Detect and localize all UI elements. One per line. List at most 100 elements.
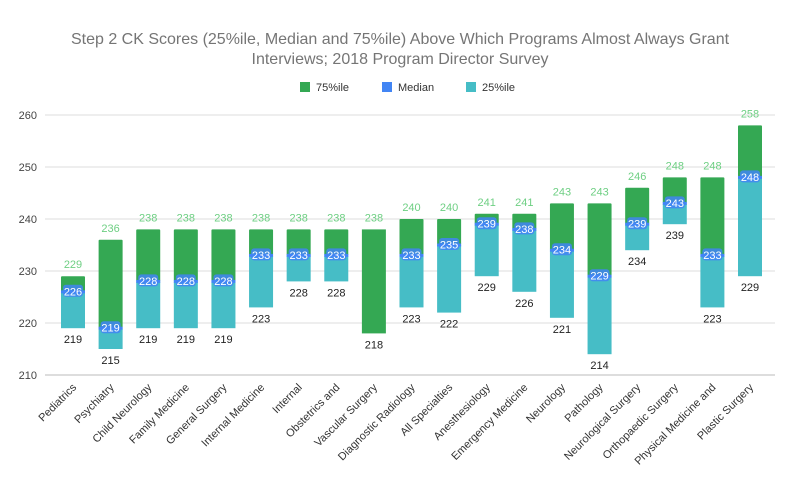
median-label-bg: [401, 248, 422, 261]
p25-label: 223: [703, 313, 721, 325]
bar-25-to-median: [474, 224, 499, 277]
x-tick-label: Internal: [270, 382, 304, 416]
median-label-bg: [251, 248, 272, 261]
legend-swatch: [466, 82, 476, 92]
median-label: 228: [139, 276, 157, 288]
median-label-bg: [627, 217, 648, 230]
y-tick-label: 260: [19, 110, 37, 122]
p25-label: 221: [553, 324, 571, 336]
y-tick-label: 210: [19, 370, 37, 382]
p75-label: 248: [703, 160, 721, 172]
median-label: 239: [478, 219, 496, 231]
median-label-bg: [740, 170, 760, 183]
median-label-bg: [326, 248, 347, 261]
bar-25-to-median: [136, 281, 161, 329]
median-label-bg: [589, 269, 610, 282]
legend: 75%ile Median 25%ile: [300, 82, 515, 94]
p25-label: 229: [478, 282, 496, 294]
bar-median-to-75: [136, 229, 161, 282]
p75-label: 248: [666, 160, 684, 172]
p75-label: 238: [139, 212, 157, 224]
p25-label: 215: [101, 355, 119, 367]
median-label: 233: [289, 250, 307, 262]
p25-label: 218: [365, 339, 383, 351]
x-tick-label: Neurology: [524, 381, 568, 425]
p25-label: 226: [515, 298, 533, 310]
p25-label: 223: [252, 313, 270, 325]
median-label-bg: [213, 274, 234, 287]
bar-median-to-75: [173, 229, 198, 282]
chart-title-line-1: Step 2 CK Scores (25%ile, Median and 75%…: [71, 31, 730, 48]
p75-label: 236: [101, 223, 119, 235]
median-label: 229: [590, 271, 608, 283]
median-label: 233: [327, 250, 345, 262]
p75-label: 243: [553, 186, 571, 198]
median-label: 243: [666, 198, 684, 210]
grid: 210 220 230 240 250 260: [19, 110, 775, 382]
median-label-bg: [138, 274, 159, 287]
bars: 226 229 219 219 236 215 228 238 219 228 238 219 228 2…: [61, 108, 762, 372]
p75-label: 241: [515, 197, 533, 209]
median-label-bg: [63, 284, 83, 297]
legend-label: 25%ile: [482, 82, 515, 94]
p25-label: 229: [741, 282, 759, 294]
median-label: 234: [553, 245, 571, 257]
bar-25-to-median: [173, 281, 198, 329]
p75-label: 240: [440, 202, 458, 214]
p75-label: 238: [327, 212, 345, 224]
p75-label: 240: [402, 202, 420, 214]
p75-label: 246: [628, 171, 646, 183]
p25-label: 219: [139, 334, 157, 346]
legend-label: Median: [398, 82, 434, 94]
median-label: 233: [703, 250, 721, 262]
p25-label: 219: [64, 334, 82, 346]
median-label-bg: [100, 321, 121, 334]
p25-label: 222: [440, 319, 458, 331]
median-label: 228: [177, 276, 195, 288]
median-label: 238: [515, 224, 533, 236]
legend-swatch: [300, 82, 310, 92]
bar-25-to-median: [399, 255, 424, 308]
x-tick-label: Vascular Surgery: [312, 381, 380, 449]
bar-25-to-median: [738, 177, 762, 277]
p75-label: 241: [478, 197, 496, 209]
y-tick-label: 230: [19, 266, 37, 278]
bar-median-to-75: [587, 203, 612, 277]
p75-label: 238: [252, 212, 270, 224]
p75-label: 238: [365, 212, 383, 224]
bar-25-to-median: [98, 328, 123, 349]
p75-label: 238: [289, 212, 307, 224]
median-label-bg: [476, 217, 497, 230]
median-label: 235: [440, 240, 458, 252]
median-label: 219: [101, 323, 119, 335]
p75-label: 243: [590, 186, 608, 198]
p25-label: 219: [177, 334, 195, 346]
p25-label: 234: [628, 256, 646, 268]
bar-median-to-75: [211, 229, 236, 282]
x-tick-label: Emergency Medicine: [449, 382, 530, 463]
y-tick-label: 220: [19, 318, 37, 330]
p25-label: 214: [590, 360, 608, 372]
legend-swatch: [382, 82, 392, 92]
bar-25-to-median: [700, 255, 725, 308]
bar-median-to-75: [98, 239, 123, 329]
median-label-bg: [175, 274, 196, 287]
median-label: 228: [214, 276, 232, 288]
p25-label: 239: [666, 230, 684, 242]
bar-25-to-median: [549, 250, 574, 318]
bar-25-to-median: [512, 229, 537, 292]
median-label: 248: [741, 172, 759, 184]
median-label-bg: [439, 238, 460, 250]
bar-median-to-75: [399, 219, 424, 256]
p75-label: 238: [177, 212, 195, 224]
bar-25-to-median: [587, 276, 612, 355]
median-label-bg: [288, 248, 309, 261]
p25-label: 228: [289, 287, 307, 299]
median-label-bg: [514, 222, 535, 235]
median-label: 239: [628, 219, 646, 231]
median-label: 233: [402, 250, 420, 262]
bar-median-to-75: [700, 177, 725, 256]
p25-label: 219: [214, 334, 232, 346]
